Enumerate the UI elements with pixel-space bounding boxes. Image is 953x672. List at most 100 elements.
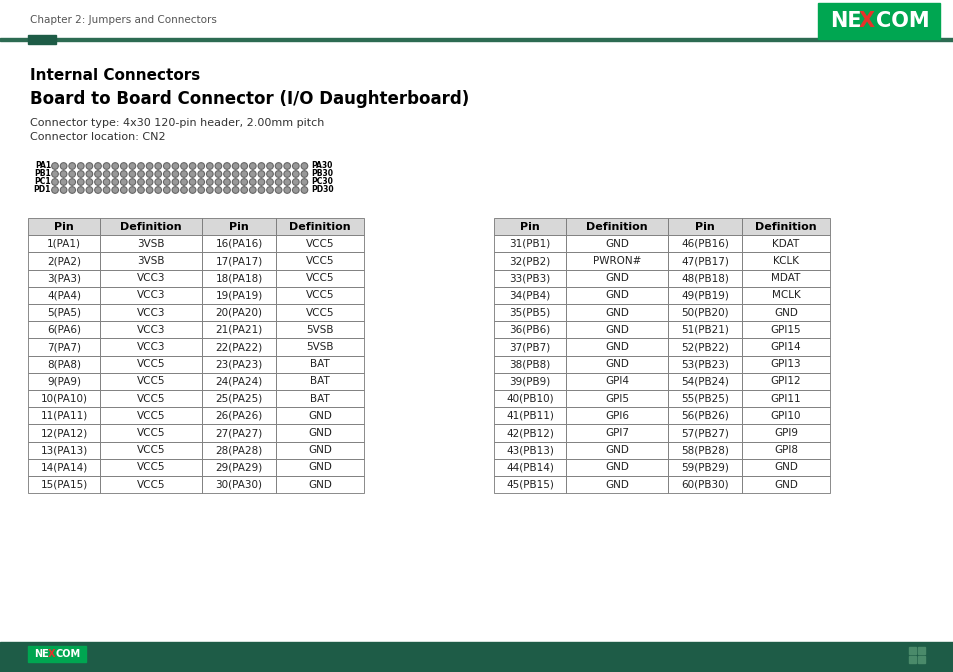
Text: BAT: BAT (310, 360, 330, 369)
Circle shape (285, 188, 289, 192)
Text: VCC3: VCC3 (136, 308, 165, 318)
Text: GND: GND (604, 308, 628, 318)
Circle shape (259, 188, 263, 192)
Bar (494, 287, 565, 304)
Text: 37(PB7): 37(PB7) (509, 342, 550, 352)
Circle shape (215, 171, 221, 177)
Circle shape (198, 179, 204, 185)
Bar (667, 355, 741, 373)
Text: PD30: PD30 (312, 185, 334, 194)
Text: BAT: BAT (310, 376, 330, 386)
Bar (275, 287, 364, 304)
Text: VCC5: VCC5 (305, 239, 334, 249)
Bar (741, 373, 829, 390)
Bar (28, 442, 100, 459)
Text: 12(PA12): 12(PA12) (40, 428, 88, 438)
Bar (741, 459, 829, 476)
Text: 34(PB4): 34(PB4) (509, 290, 550, 300)
Bar (565, 304, 667, 321)
Bar (817, 3, 939, 39)
Bar (275, 218, 364, 235)
Text: Internal Connectors: Internal Connectors (30, 68, 200, 83)
Text: VCC5: VCC5 (136, 480, 165, 490)
Circle shape (165, 180, 169, 184)
Circle shape (225, 180, 229, 184)
Circle shape (60, 171, 67, 177)
Text: GND: GND (604, 360, 628, 369)
Text: 47(PB17): 47(PB17) (680, 256, 728, 266)
Bar (741, 269, 829, 287)
Bar (28, 355, 100, 373)
Circle shape (251, 164, 254, 168)
Bar (202, 269, 275, 287)
Text: 14(PA14): 14(PA14) (40, 462, 88, 472)
Bar (202, 235, 275, 253)
Bar (100, 355, 202, 373)
Text: Definition: Definition (585, 222, 647, 232)
Text: 21(PA21): 21(PA21) (215, 325, 262, 335)
Circle shape (139, 188, 143, 192)
Text: 45(PB15): 45(PB15) (505, 480, 554, 490)
Bar (28, 339, 100, 355)
Circle shape (225, 172, 229, 176)
Bar (565, 355, 667, 373)
Circle shape (131, 164, 134, 168)
Circle shape (216, 180, 220, 184)
Circle shape (216, 188, 220, 192)
Bar (667, 442, 741, 459)
Text: 25(PA25): 25(PA25) (215, 394, 262, 404)
Circle shape (258, 179, 264, 185)
Bar (28, 35, 56, 44)
Circle shape (199, 180, 203, 184)
Text: GND: GND (604, 446, 628, 455)
Bar (202, 218, 275, 235)
Text: 5(PA5): 5(PA5) (47, 308, 81, 318)
Circle shape (156, 188, 160, 192)
Circle shape (120, 187, 127, 194)
Text: MDAT: MDAT (771, 274, 800, 283)
Circle shape (129, 179, 135, 185)
Text: 15(PA15): 15(PA15) (40, 480, 88, 490)
Text: VCC5: VCC5 (305, 290, 334, 300)
Bar (565, 218, 667, 235)
Bar (275, 321, 364, 339)
Circle shape (172, 179, 178, 185)
Circle shape (181, 171, 187, 177)
Circle shape (96, 164, 100, 168)
Circle shape (148, 180, 152, 184)
Circle shape (242, 172, 246, 176)
Bar (667, 476, 741, 493)
Circle shape (182, 188, 186, 192)
Circle shape (77, 179, 84, 185)
Bar (741, 287, 829, 304)
Text: 3VSB: 3VSB (137, 256, 165, 266)
Bar (100, 459, 202, 476)
Circle shape (96, 188, 100, 192)
Text: GND: GND (308, 462, 332, 472)
Text: PC30: PC30 (312, 177, 334, 187)
Circle shape (191, 188, 194, 192)
Text: GND: GND (604, 325, 628, 335)
Circle shape (224, 179, 230, 185)
Circle shape (302, 172, 306, 176)
Text: VCC5: VCC5 (305, 256, 334, 266)
Text: 5VSB: 5VSB (306, 342, 334, 352)
Circle shape (77, 187, 84, 194)
Circle shape (52, 164, 57, 168)
Circle shape (294, 188, 297, 192)
Circle shape (120, 163, 127, 169)
Circle shape (69, 163, 75, 169)
Circle shape (61, 180, 66, 184)
Text: GPI6: GPI6 (604, 411, 628, 421)
Bar (202, 304, 275, 321)
Text: 9(PA9): 9(PA9) (47, 376, 81, 386)
Bar (275, 339, 364, 355)
Circle shape (165, 164, 169, 168)
Circle shape (122, 172, 126, 176)
Text: GND: GND (308, 428, 332, 438)
Circle shape (258, 171, 264, 177)
Text: 13(PA13): 13(PA13) (40, 446, 88, 455)
Text: VCC5: VCC5 (136, 360, 165, 369)
Bar (565, 287, 667, 304)
Text: 55(PB25): 55(PB25) (680, 394, 728, 404)
